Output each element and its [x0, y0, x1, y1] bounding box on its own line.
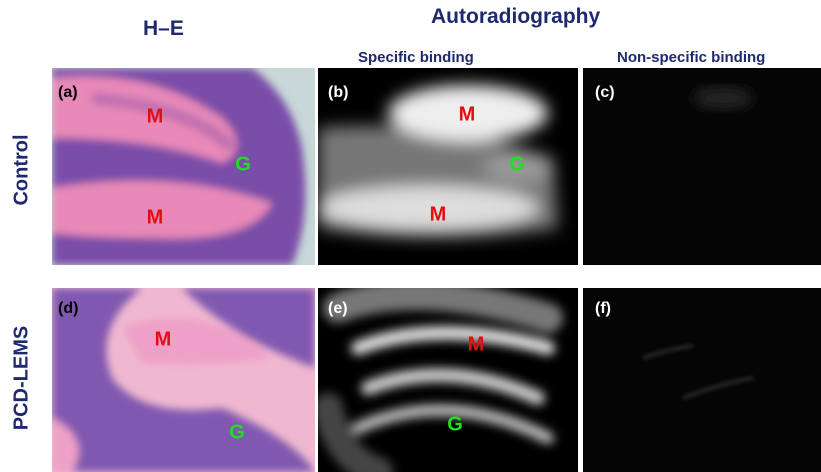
column-subheader: Specific binding	[358, 49, 474, 66]
marker: M	[468, 334, 485, 357]
panel-letter: (a)	[58, 84, 78, 102]
marker: G	[229, 422, 245, 445]
row-label: PCD-LEMS	[11, 326, 34, 430]
panel-letter: (f)	[595, 300, 611, 318]
marker: M	[155, 329, 172, 352]
panel-letter: (e)	[328, 300, 348, 318]
he-image: (a) M G M	[52, 68, 315, 265]
he-image: (d) M G	[52, 288, 315, 472]
figure: H–E Autoradiography Specific binding Non…	[0, 0, 821, 472]
autoradiograph: (e) M G	[318, 288, 578, 472]
column-subheader: Non-specific binding	[617, 49, 765, 66]
marker: M	[147, 207, 164, 230]
row-label: Control	[11, 134, 34, 205]
marker: G	[235, 154, 251, 177]
column-header: H–E	[143, 17, 184, 41]
panel-letter: (b)	[328, 84, 348, 102]
marker: M	[147, 106, 164, 129]
marker: G	[509, 154, 525, 177]
panel-letter: (c)	[595, 84, 615, 102]
marker: M	[430, 204, 447, 227]
autoradiograph: (b) M G M	[318, 68, 578, 265]
autoradiograph: (f)	[583, 288, 821, 472]
autoradiograph: (c)	[583, 68, 821, 265]
panel-letter: (d)	[58, 300, 78, 318]
column-header: Autoradiography	[431, 5, 600, 29]
marker: M	[459, 104, 476, 127]
marker: G	[447, 414, 463, 437]
